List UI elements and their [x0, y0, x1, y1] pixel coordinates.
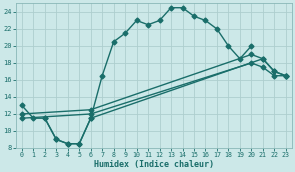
- X-axis label: Humidex (Indice chaleur): Humidex (Indice chaleur): [94, 159, 214, 169]
